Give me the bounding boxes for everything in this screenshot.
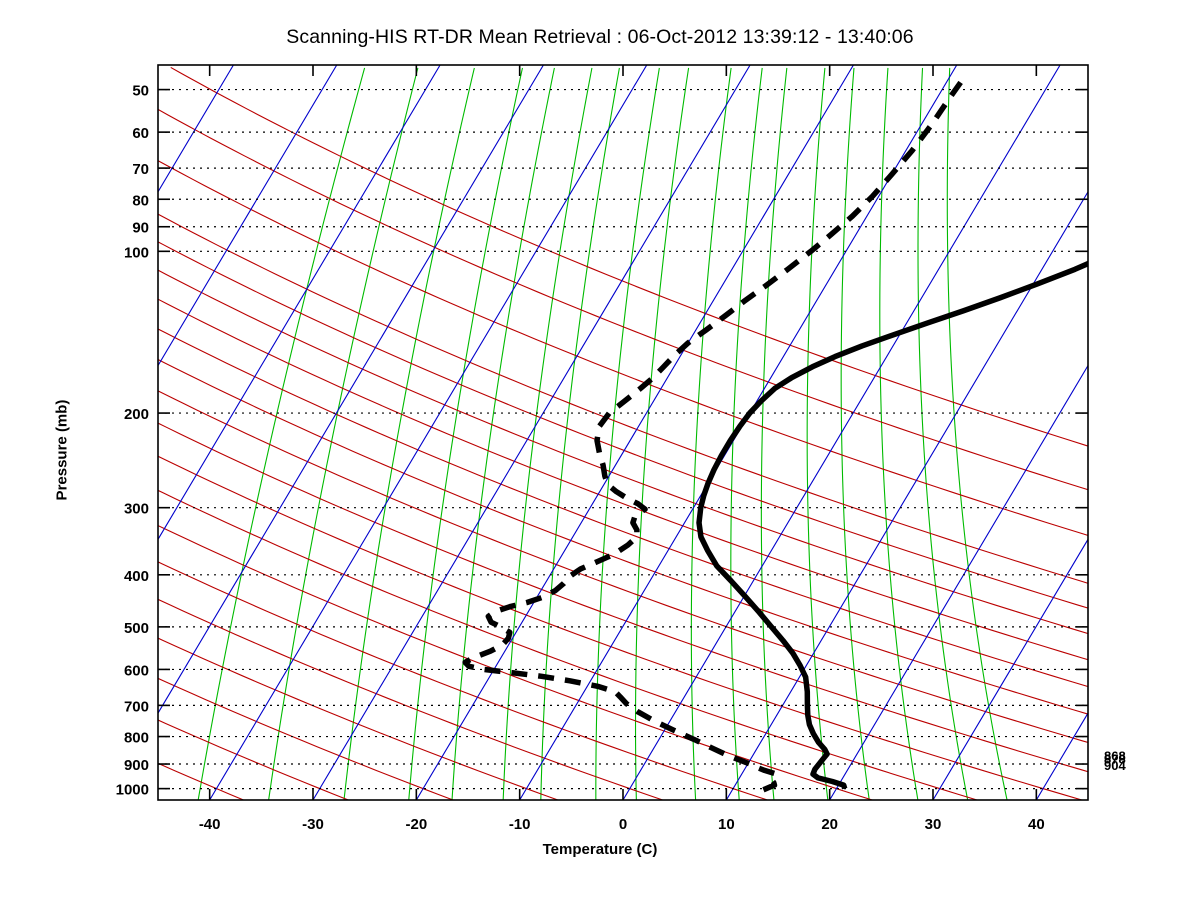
svg-text:200: 200 <box>124 406 149 423</box>
svg-text:30: 30 <box>925 816 942 833</box>
svg-text:-10: -10 <box>509 816 531 833</box>
svg-text:70: 70 <box>132 161 149 178</box>
svg-text:868: 868 <box>1104 749 1126 764</box>
svg-text:10: 10 <box>718 816 735 833</box>
isobar-gridlines <box>158 88 1088 790</box>
page-title: Scanning-HIS RT-DR Mean Retrieval : 06-O… <box>286 26 914 48</box>
svg-text:80: 80 <box>132 192 149 209</box>
x-axis-label: Temperature (C) <box>542 841 658 858</box>
svg-text:20: 20 <box>821 816 838 833</box>
svg-text:904: 904 <box>1104 758 1126 773</box>
svg-text:100: 100 <box>124 244 149 261</box>
y-axis-ticks: 50 60 70 80 90 100 200 300 400 500 600 700 800 900 100… <box>116 83 1088 799</box>
svg-text:500: 500 <box>124 620 149 637</box>
svg-text:-40: -40 <box>199 816 221 833</box>
profile-curves <box>462 78 1088 793</box>
svg-text:90: 90 <box>132 220 149 237</box>
x-axis-ticks: -40 -30 -20 -10 0 10 20 30 40 <box>199 65 1045 833</box>
svg-text:400: 400 <box>124 568 149 585</box>
svg-text:878: 878 <box>1104 751 1126 766</box>
svg-text:800: 800 <box>124 730 149 747</box>
svg-text:60: 60 <box>132 125 149 142</box>
svg-text:0: 0 <box>619 816 627 833</box>
svg-text:600: 600 <box>124 662 149 679</box>
svg-text:300: 300 <box>124 501 149 518</box>
svg-text:-20: -20 <box>405 816 427 833</box>
svg-text:-30: -30 <box>302 816 324 833</box>
dry-adiabat-lines <box>158 66 1088 800</box>
svg-text:700: 700 <box>124 698 149 715</box>
svg-text:50: 50 <box>132 83 149 100</box>
svg-text:40: 40 <box>1028 816 1045 833</box>
svg-text:900: 900 <box>124 757 149 774</box>
svg-text:1000: 1000 <box>116 782 149 799</box>
